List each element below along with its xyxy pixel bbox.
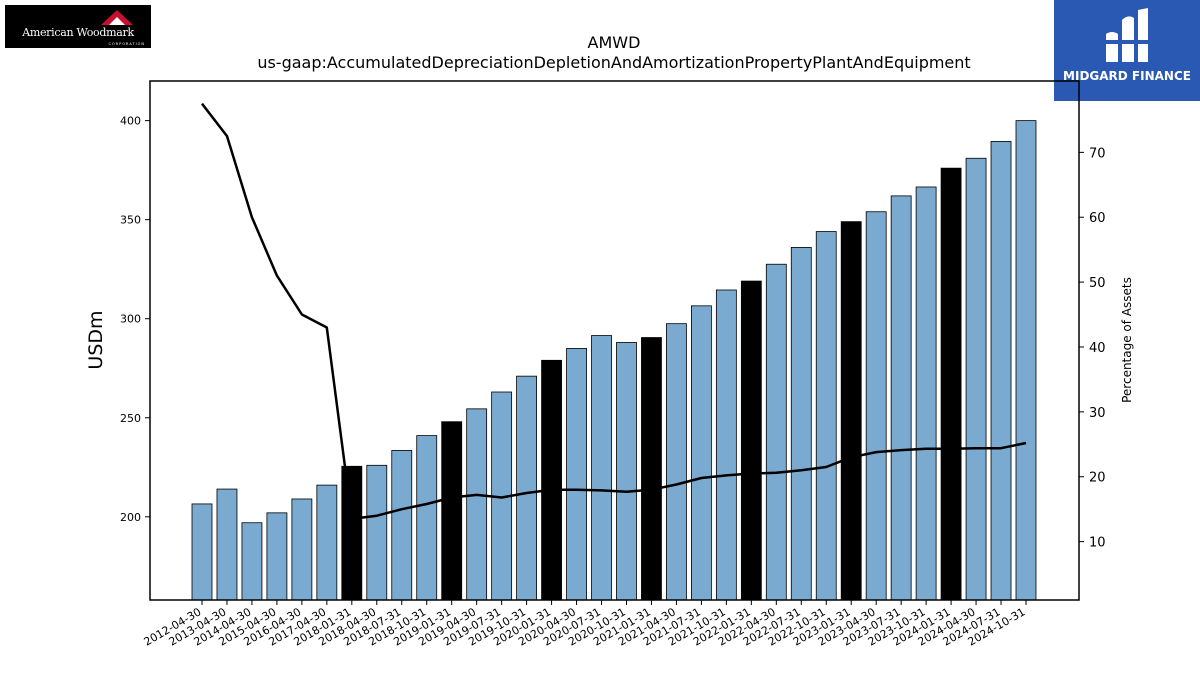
bar-2022-07-31 [790,246,812,601]
y2-tick-label: 40 [1089,341,1106,356]
y2-tick-label: 30 [1089,406,1106,421]
x-axis: 2012-04-302013-04-302014-04-302015-04-30… [142,600,1028,649]
left-logo-name: American Woodmark [22,26,134,39]
bar-2019-10-31 [516,375,538,601]
bar-2023-04-30 [865,211,887,601]
bar-2016-04-30 [291,498,313,601]
y-axis-left: 200 250 300 350 400 [120,115,150,524]
chart-subtitle: us-gaap:AccumulatedDepreciationDepletion… [257,53,970,72]
bar-2018-04-30 [366,464,388,601]
midgard-m-icon [1106,8,1148,62]
bar-2012-04-30 [191,503,213,601]
bar-2020-10-31 [616,342,637,601]
bar-2021-10-31 [715,289,737,601]
bar-2018-07-31 [391,450,413,601]
bar-2019-01-31 [441,421,463,601]
bar-2023-10-31 [915,186,937,601]
bar-2018-10-31 [416,435,438,601]
bar-2019-04-30 [466,408,488,601]
bar-2022-04-30 [765,263,787,601]
y-axis-right: 10 20 30 40 50 60 70 [1079,146,1106,551]
bar-2018-01-31 [341,465,363,601]
bar-2023-07-31 [890,195,912,601]
y-tick-label: 200 [120,511,141,524]
bar-2020-01-31 [541,359,562,601]
y-axis-label: USDm [85,310,107,369]
bar-2021-04-30 [666,323,687,601]
midgard-finance-logo: MIDGARD FINANCE [1054,0,1200,101]
bar-2024-07-31 [990,141,1012,601]
bar-2020-04-30 [566,348,587,601]
percentage-line [201,102,1027,521]
y-tick-label: 250 [120,412,141,425]
roof-icon [101,10,133,25]
bar-2021-07-31 [690,305,712,601]
y-tick-label: 400 [120,115,141,128]
bar-2013-04-30 [216,488,238,601]
bar-2024-04-30 [965,157,987,601]
y2-tick-label: 50 [1089,276,1106,291]
bar-2022-10-31 [815,231,837,601]
bar-2023-01-31 [840,221,862,601]
chart-title: AMWD [588,33,641,52]
american-woodmark-logo: American Woodmark CORPORATION [5,5,151,48]
bar-2020-07-31 [591,335,612,601]
bar-2024-01-31 [940,167,962,601]
bar-2017-04-30 [316,484,338,601]
right-logo-name: MIDGARD FINANCE [1063,69,1191,83]
bar-2021-01-31 [641,337,662,601]
line-series [201,102,1027,521]
y2-tick-label: 60 [1089,211,1106,226]
y2-tick-label: 70 [1089,146,1106,161]
y2-axis-label: Percentage of Assets [1120,277,1134,403]
bar-2014-04-30 [241,522,263,601]
bar-2015-04-30 [266,512,288,601]
y2-tick-label: 20 [1089,471,1106,486]
bar-2024-10-31 [1015,120,1037,601]
y2-tick-label: 10 [1089,536,1106,551]
left-logo-subtitle: CORPORATION [108,42,145,46]
bar-2022-01-31 [740,280,762,601]
bar-series [191,120,1037,601]
y-tick-label: 350 [120,214,141,227]
plot-frame [149,80,1080,601]
y-tick-label: 300 [120,313,141,326]
